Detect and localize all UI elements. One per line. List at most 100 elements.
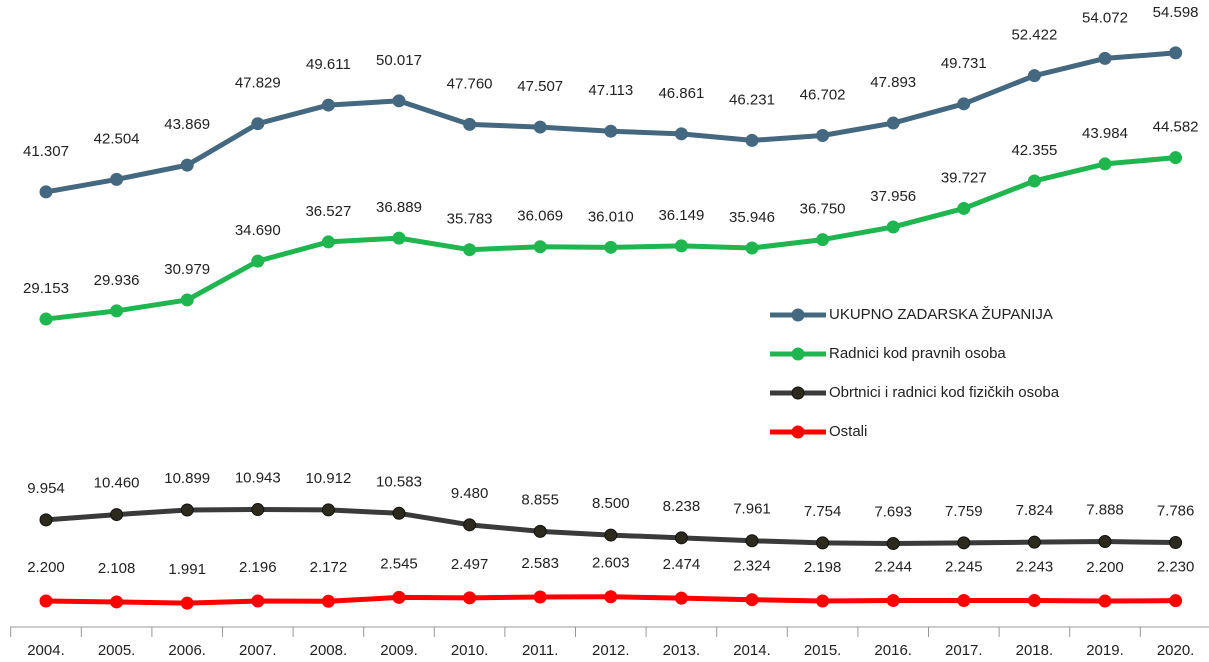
point bbox=[604, 528, 618, 542]
x-tick-label: 2006. bbox=[168, 642, 206, 659]
x-tick-label: 2015. bbox=[804, 642, 842, 659]
data-label: 7.824 bbox=[1016, 502, 1054, 519]
point bbox=[180, 293, 194, 307]
data-label: 35.783 bbox=[447, 211, 493, 228]
point bbox=[463, 591, 477, 605]
point bbox=[1169, 46, 1183, 60]
data-label: 7.961 bbox=[733, 501, 771, 518]
point bbox=[886, 220, 900, 234]
x-tick-label: 2016. bbox=[874, 642, 912, 659]
data-label: 43.984 bbox=[1082, 125, 1128, 142]
data-label: 39.727 bbox=[941, 169, 987, 186]
point bbox=[321, 594, 335, 608]
data-label: 10.899 bbox=[164, 470, 210, 487]
data-label: 10.583 bbox=[376, 473, 422, 490]
data-label: 2.245 bbox=[945, 558, 983, 575]
point bbox=[39, 594, 53, 608]
x-tick-label: 2012. bbox=[592, 642, 630, 659]
x-tick-label: 2008. bbox=[310, 642, 348, 659]
data-label: 42.355 bbox=[1011, 142, 1057, 159]
point bbox=[251, 254, 265, 268]
point bbox=[1098, 51, 1112, 65]
legend-label: Radnici kod pravnih osoba bbox=[829, 345, 1006, 362]
point bbox=[1027, 174, 1041, 188]
point bbox=[39, 513, 53, 527]
point bbox=[674, 531, 688, 545]
data-label: 2.172 bbox=[310, 559, 348, 576]
point bbox=[321, 503, 335, 517]
data-label: 36.149 bbox=[658, 207, 704, 224]
data-label: 36.010 bbox=[588, 208, 634, 225]
x-tick-label: 2014. bbox=[733, 642, 771, 659]
x-tick-label: 2004. bbox=[27, 642, 65, 659]
point bbox=[604, 240, 618, 254]
point bbox=[180, 503, 194, 517]
point bbox=[110, 508, 124, 522]
x-tick-label: 2007. bbox=[239, 642, 277, 659]
legend-label: UKUPNO ZADARSKA ŽUPANIJA bbox=[829, 306, 1053, 323]
x-tick-label: 2010. bbox=[451, 642, 489, 659]
point bbox=[533, 524, 547, 538]
data-label: 2.108 bbox=[98, 560, 136, 577]
data-label: 2.243 bbox=[1016, 559, 1054, 576]
x-tick-label: 2019. bbox=[1086, 642, 1124, 659]
point bbox=[463, 243, 477, 257]
point bbox=[957, 201, 971, 215]
data-label: 37.956 bbox=[870, 188, 916, 205]
point bbox=[674, 591, 688, 605]
point bbox=[392, 590, 406, 604]
point bbox=[816, 536, 830, 550]
point bbox=[1098, 157, 1112, 171]
point bbox=[1169, 594, 1183, 608]
data-label: 8.500 bbox=[592, 495, 630, 512]
point bbox=[533, 240, 547, 254]
point bbox=[886, 594, 900, 608]
data-label: 2.474 bbox=[663, 556, 701, 573]
data-label: 47.829 bbox=[235, 75, 281, 92]
data-label: 34.690 bbox=[235, 222, 281, 239]
data-label: 1.991 bbox=[168, 561, 206, 578]
data-label: 43.869 bbox=[164, 116, 210, 133]
point bbox=[957, 594, 971, 608]
data-label: 36.069 bbox=[517, 208, 563, 225]
data-label: 2.244 bbox=[874, 558, 912, 575]
data-label: 2.583 bbox=[521, 555, 559, 572]
data-label: 47.507 bbox=[517, 78, 563, 95]
data-label: 10.912 bbox=[305, 470, 351, 487]
data-label: 7.888 bbox=[1086, 501, 1124, 518]
point bbox=[816, 233, 830, 247]
data-label: 9.954 bbox=[27, 480, 65, 497]
data-label: 2.200 bbox=[1086, 559, 1124, 576]
data-label: 46.702 bbox=[800, 86, 846, 103]
data-label: 47.760 bbox=[447, 75, 493, 92]
data-label: 8.855 bbox=[521, 491, 559, 508]
legend-marker bbox=[791, 347, 805, 361]
point bbox=[463, 117, 477, 131]
data-label: 7.786 bbox=[1157, 503, 1195, 520]
data-label: 2.196 bbox=[239, 559, 277, 576]
point bbox=[392, 231, 406, 245]
x-tick-label: 2018. bbox=[1016, 642, 1054, 659]
point bbox=[745, 133, 759, 147]
point bbox=[674, 127, 688, 141]
point bbox=[39, 185, 53, 199]
point bbox=[886, 537, 900, 551]
point bbox=[674, 239, 688, 253]
point bbox=[745, 241, 759, 255]
data-label: 36.889 bbox=[376, 199, 422, 216]
x-tick-label: 2017. bbox=[945, 642, 983, 659]
legend-label: Obrtnici i radnici kod fizičkih osoba bbox=[829, 384, 1060, 401]
data-label: 50.017 bbox=[376, 52, 422, 69]
point bbox=[1098, 594, 1112, 608]
data-label: 29.153 bbox=[23, 280, 69, 297]
legend-marker bbox=[791, 425, 805, 439]
data-label: 47.113 bbox=[588, 82, 633, 99]
point bbox=[110, 595, 124, 609]
legend-marker bbox=[791, 386, 805, 400]
point bbox=[321, 235, 335, 249]
data-label: 2.198 bbox=[804, 559, 842, 576]
point bbox=[745, 534, 759, 548]
data-label: 30.979 bbox=[164, 261, 210, 278]
point bbox=[251, 594, 265, 608]
